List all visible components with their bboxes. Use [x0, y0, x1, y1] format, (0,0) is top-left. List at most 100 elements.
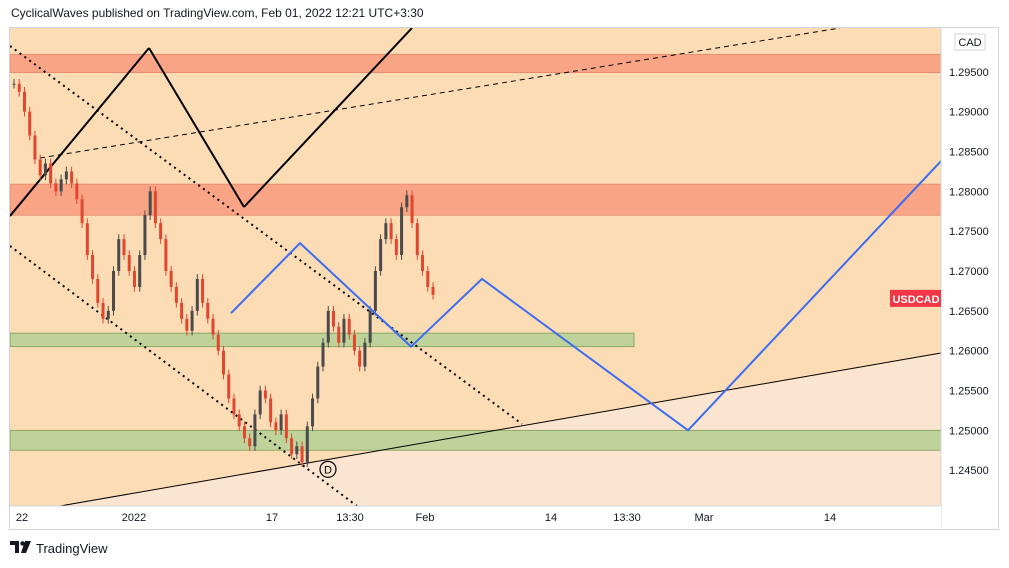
candle-body — [305, 426, 309, 463]
y-tick-label: 1.28500 — [949, 146, 989, 158]
projection-line — [230, 160, 942, 432]
candle-body — [185, 318, 189, 331]
pattern-line — [148, 47, 245, 208]
zones — [9, 53, 942, 451]
candle-body — [415, 223, 419, 256]
candle-body — [253, 414, 257, 447]
candle-body — [405, 195, 409, 208]
wave-label-circle — [319, 460, 337, 478]
price-candles — [12, 78, 435, 467]
candle-body — [180, 302, 184, 319]
candle-body — [106, 310, 110, 319]
candle-body — [174, 286, 178, 303]
candle-body — [284, 414, 288, 439]
x-tick-label: 17 — [266, 512, 278, 524]
channel-lower-line — [9, 245, 358, 507]
candle-body — [222, 350, 225, 375]
y-tick-label: 1.28000 — [949, 186, 989, 198]
pattern-line — [243, 27, 413, 208]
candle-body — [394, 239, 398, 256]
candle-body — [410, 195, 414, 224]
candle-body — [421, 255, 425, 271]
x-tick-label: 14 — [545, 512, 557, 524]
y-tick-label: 1.27500 — [949, 226, 989, 238]
price-axis-bg — [941, 28, 998, 529]
candle-body — [148, 191, 152, 216]
y-tick-label: 1.25500 — [949, 385, 989, 397]
candle-body — [169, 270, 173, 287]
candle-body — [342, 318, 346, 343]
candle-body — [17, 83, 21, 92]
candle-body — [143, 215, 147, 256]
candle-body — [237, 414, 241, 427]
resistance-zone — [9, 183, 942, 216]
candle-body — [426, 270, 430, 287]
candle-body — [80, 199, 84, 224]
candle-body — [59, 179, 63, 192]
annotations: D — [319, 460, 337, 478]
candle-body — [38, 159, 42, 176]
projection-path — [230, 160, 942, 432]
candle-body — [232, 398, 236, 415]
candle-body — [242, 426, 246, 439]
candle-body — [379, 239, 383, 271]
y-tick-label: 1.26000 — [949, 346, 989, 358]
candle-body — [347, 318, 351, 335]
wave-label-text: D — [324, 464, 332, 476]
time-axis-bg — [10, 506, 941, 529]
candle-body — [274, 422, 278, 431]
candle-body — [227, 374, 231, 399]
candle-body — [300, 446, 304, 463]
y-tick-label: 1.27000 — [949, 266, 989, 278]
candle-body — [96, 278, 100, 303]
candle-body — [132, 270, 136, 287]
y-tick-label: 1.25000 — [949, 425, 989, 437]
candle-body — [54, 183, 58, 192]
candle-body — [368, 310, 372, 343]
candle-body — [28, 111, 32, 136]
candle-body — [117, 239, 121, 271]
candle-body — [269, 398, 273, 423]
candle-body — [263, 390, 267, 399]
candle-body — [206, 302, 210, 319]
resistance-zone — [9, 53, 942, 74]
support-trend-line — [59, 352, 942, 507]
candle-body — [22, 91, 26, 112]
support-zone — [9, 429, 942, 451]
candle-body — [321, 342, 325, 367]
candle-body — [12, 83, 16, 85]
candle-body — [138, 255, 142, 287]
candle-body — [190, 310, 194, 331]
price-chart[interactable]: D 1.295001.290001.285001.280001.275001.2… — [9, 27, 998, 529]
candle-body — [153, 191, 157, 224]
candle-body — [363, 342, 367, 367]
candle-body — [337, 326, 341, 343]
candle-body — [290, 438, 294, 455]
x-tick-label: 2022 — [122, 512, 146, 524]
x-tick-label: 14 — [824, 512, 836, 524]
candle-body — [248, 438, 252, 447]
candle-body — [311, 398, 315, 427]
symbol-badge — [890, 289, 941, 307]
candle-body — [159, 223, 163, 240]
footer-brand[interactable]: TradingView — [10, 541, 108, 556]
x-tick-label: Mar — [695, 512, 714, 524]
pattern-lines — [9, 27, 942, 507]
tradingview-logo-icon — [10, 541, 32, 556]
candle-body — [279, 414, 283, 431]
chart-panel[interactable]: D 1.29500 1.29000 1.28500 1.28000 1.27500 1.2… — [9, 27, 999, 530]
x-tick-label: 13:30 — [613, 512, 641, 524]
y-tick-label: 1.24500 — [949, 465, 989, 477]
candle-body — [64, 171, 68, 180]
candle-body — [316, 366, 320, 399]
y-tick-label: 1.29000 — [949, 107, 989, 119]
symbol-badge-label: USDCAD — [892, 294, 939, 306]
wave-label-d: D — [319, 460, 337, 478]
dashed-trend-line — [39, 27, 841, 159]
candle-body — [101, 302, 105, 319]
currency-label: CAD — [958, 37, 981, 49]
x-tick-label: Feb — [416, 512, 435, 524]
candle-body — [127, 255, 131, 271]
x-tick-label: 13:30 — [336, 512, 364, 524]
candle-body — [122, 239, 126, 256]
